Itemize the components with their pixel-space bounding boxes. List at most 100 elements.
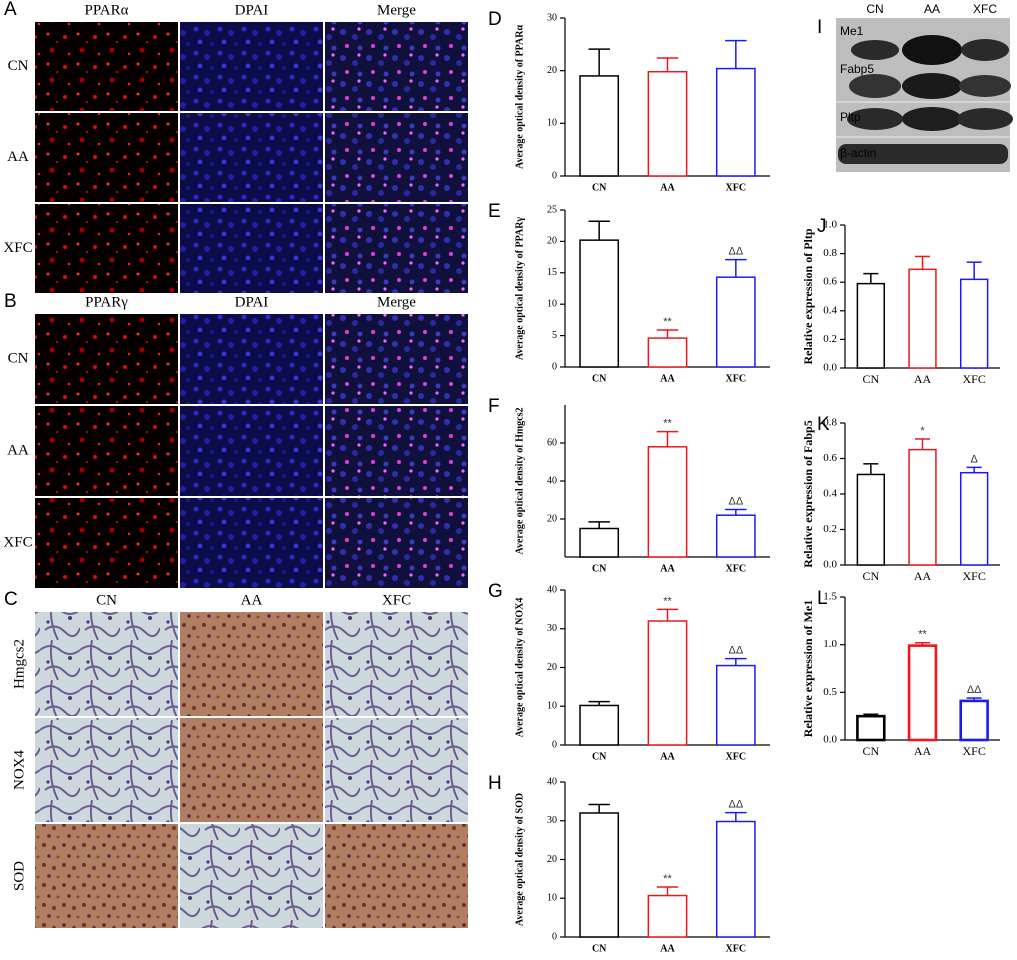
y-tick-label: 40 [547,584,557,595]
micrograph [35,314,178,404]
y-tick-label: 10 [547,118,557,129]
x-tick-label: AA [660,182,675,193]
x-tick-label: CN [592,182,607,193]
micrograph [35,612,178,716]
panel-letter: L [817,588,828,609]
band [849,74,901,98]
column-label: PPARγ [85,294,128,310]
significance-label: ΔΔ [728,495,743,507]
band [838,144,1008,164]
panel-letter: H [488,773,502,794]
x-tick-label: AA [914,372,932,386]
y-tick-label: 15 [547,267,557,278]
significance-label: ** [663,873,672,885]
significance-label: ** [663,418,672,430]
micrograph [35,22,178,111]
bar [715,664,756,746]
lane-label: AA [924,2,940,16]
micrograph [325,824,468,928]
y-tick-label: 10 [547,701,557,712]
micrograph [325,113,468,202]
bar [959,699,989,742]
x-tick-label: AA [660,373,675,384]
y-tick-label: 40 [547,776,557,787]
bar [715,820,756,938]
y-axis-label: Average optical density of PPARγ [514,217,525,360]
x-tick-label: XFC [962,569,985,583]
row-label: SOD [11,861,27,891]
micrograph [180,824,323,928]
x-tick-label: AA [914,744,932,758]
bar [907,644,938,742]
y-tick-label: 30 [547,815,557,826]
x-tick-label: AA [914,569,932,583]
x-tick-label: CN [592,943,607,954]
y-tick-label: 0.0 [823,559,837,571]
y-axis-label: Relative expression of Pltp [801,228,815,364]
band-label: Me1 [840,24,864,38]
column-label: Merge [377,294,416,310]
bar [715,276,756,368]
micrograph [180,204,323,293]
y-tick-label: 40 [547,475,557,486]
x-tick-label: XFC [726,943,747,954]
y-tick-label: 0.6 [823,452,837,464]
y-tick-label: 20 [547,854,557,865]
y-tick-label: 60 [547,437,557,448]
micrograph [325,612,468,716]
significance-label: ΔΔ [967,684,982,696]
y-tick-label: 0.6 [823,276,837,288]
micrograph [35,824,178,928]
bar [579,75,620,177]
y-axis-label: Average optical density of PPARα [514,25,525,169]
x-tick-label: AA [660,563,675,574]
bar [647,70,688,177]
y-tick-label: 1.0 [823,219,837,231]
band-label: β-actin [840,146,876,160]
bar [647,446,688,558]
row-label: Hmgcs2 [11,639,27,689]
x-tick-label: XFC [726,563,747,574]
panel-letter: B [4,291,17,312]
band [961,39,1009,61]
y-tick-label: 0.4 [823,488,837,500]
bar [647,337,688,368]
row-label: XFC [3,534,32,550]
row-label: AA [7,149,29,165]
panel-letter: E [488,201,501,222]
band-label: Pltp [840,110,861,124]
western-blot [836,18,1013,172]
x-tick-label: XFC [726,182,747,193]
column-label: XFC [382,592,411,608]
x-tick-label: CN [592,563,607,574]
micrograph [325,718,468,822]
panel-letter: D [488,9,502,30]
micrograph [180,718,323,822]
panel-letter: F [488,396,500,417]
micrograph [35,406,178,496]
band [851,40,899,60]
row-label: AA [7,442,29,458]
band [847,108,903,130]
panel-letter: A [4,0,17,20]
significance-label: ** [663,316,672,328]
significance-label: ΔΔ [728,246,743,258]
significance-label: Δ [970,453,978,465]
micrograph [325,498,468,588]
y-tick-label: 5 [552,330,557,341]
y-tick-label: 20 [547,513,557,524]
bar [579,239,620,368]
y-tick-label: 10 [547,893,557,904]
band [902,73,962,99]
micrograph [180,406,323,496]
significance-label: ΔΔ [728,644,743,656]
x-tick-label: XFC [962,744,985,758]
x-tick-label: CN [592,373,607,384]
bar [647,894,688,938]
bar [579,812,620,938]
micrograph [325,406,468,496]
panel-letter: I [817,17,822,38]
x-tick-label: CN [862,569,879,583]
bar [908,268,937,369]
